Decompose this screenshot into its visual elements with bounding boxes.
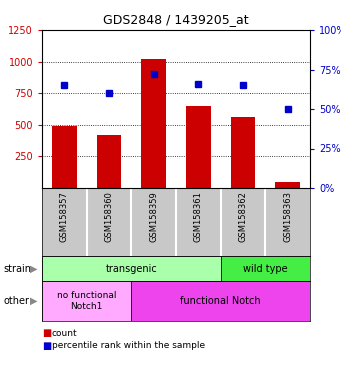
Text: GSM158360: GSM158360 [104,191,114,242]
Text: ■: ■ [42,328,51,338]
Text: other: other [3,296,29,306]
Bar [42,281,131,321]
Bar [186,106,211,188]
Text: ▶: ▶ [30,296,38,306]
Text: GSM158359: GSM158359 [149,191,158,242]
Text: GSM158363: GSM158363 [283,191,292,242]
Bar [131,281,310,321]
Text: GSM158357: GSM158357 [60,191,69,242]
Bar [42,256,221,281]
Bar [142,59,166,188]
Text: strain: strain [3,263,31,273]
Text: no functional
Notch1: no functional Notch1 [57,291,116,311]
Bar [221,256,310,281]
Bar [231,117,255,188]
Text: GDS2848 / 1439205_at: GDS2848 / 1439205_at [103,13,249,26]
Text: wild type: wild type [243,263,288,273]
Text: GSM158361: GSM158361 [194,191,203,242]
Text: percentile rank within the sample: percentile rank within the sample [52,341,205,351]
Bar [276,182,300,188]
Text: count: count [52,328,78,338]
Bar [97,135,121,188]
Text: GSM158362: GSM158362 [238,191,248,242]
Text: functional Notch: functional Notch [180,296,261,306]
Text: ■: ■ [42,341,51,351]
Text: transgenic: transgenic [105,263,157,273]
Bar [52,126,77,188]
Text: ▶: ▶ [30,263,38,273]
